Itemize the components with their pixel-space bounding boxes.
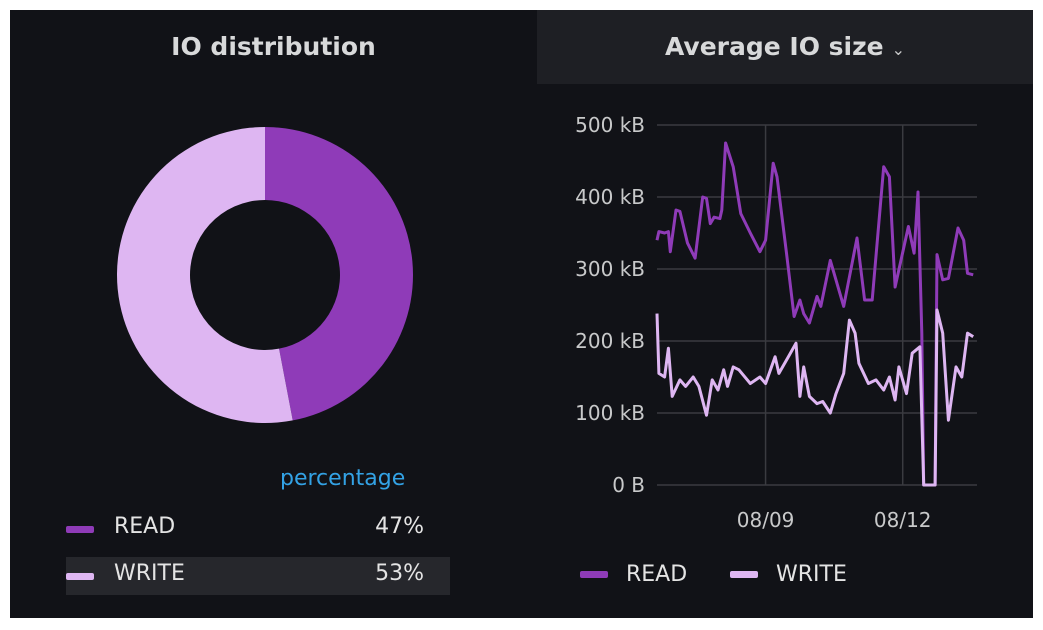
series-line-write[interactable] — [655, 308, 975, 487]
donut-slice-read[interactable] — [265, 127, 414, 421]
legend-header-percentage[interactable]: percentage — [280, 466, 406, 491]
average-io-size-panel: Average IO size ⌄ 0 B 100 kB 200 kB 300 kB 40… — [537, 10, 1033, 618]
y-tick-label: 0 B — [612, 473, 645, 497]
write-swatch — [66, 573, 94, 580]
read-swatch — [66, 526, 94, 533]
legend-label: WRITE — [776, 561, 847, 587]
y-tick-label: 300 kB — [575, 257, 645, 281]
read-swatch — [580, 570, 608, 578]
y-tick-label: 500 kB — [575, 113, 645, 137]
legend-item-write[interactable]: WRITE 53% — [66, 557, 450, 595]
donut-chart — [117, 127, 414, 423]
legend-label: READ — [114, 514, 176, 539]
y-tick-label: 200 kB — [575, 329, 645, 353]
chevron-down-icon: ⌄ — [891, 40, 906, 59]
legend-value: 53% — [375, 561, 424, 586]
legend-item-read[interactable]: READ 47% — [66, 510, 450, 548]
donut-slice-write[interactable] — [117, 127, 293, 423]
legend-label: WRITE — [114, 561, 185, 586]
io-distribution-panel: IO distribution percentage READ 47% WRIT… — [10, 10, 537, 618]
x-tick-label: 08/12 — [874, 508, 932, 532]
x-tick-label: 08/09 — [737, 508, 795, 532]
panel-title: IO distribution — [171, 32, 376, 61]
panel-title-menu[interactable]: Average IO size ⌄ — [537, 10, 1033, 84]
dashboard-row: IO distribution percentage READ 47% WRIT… — [10, 10, 1033, 618]
legend-label: READ — [626, 561, 688, 587]
write-swatch — [730, 570, 758, 578]
legend-value: 47% — [375, 514, 424, 539]
legend-item-write[interactable]: WRITE — [730, 558, 847, 590]
legend-item-read[interactable]: READ — [580, 558, 687, 590]
panel-title: Average IO size — [664, 32, 884, 61]
y-tick-label: 400 kB — [575, 185, 645, 209]
series-line-read[interactable] — [655, 141, 974, 487]
line-chart: 0 B 100 kB 200 kB 300 kB 400 kB 500 kB 08/09 08… — [575, 113, 977, 532]
y-tick-label: 100 kB — [575, 401, 645, 425]
